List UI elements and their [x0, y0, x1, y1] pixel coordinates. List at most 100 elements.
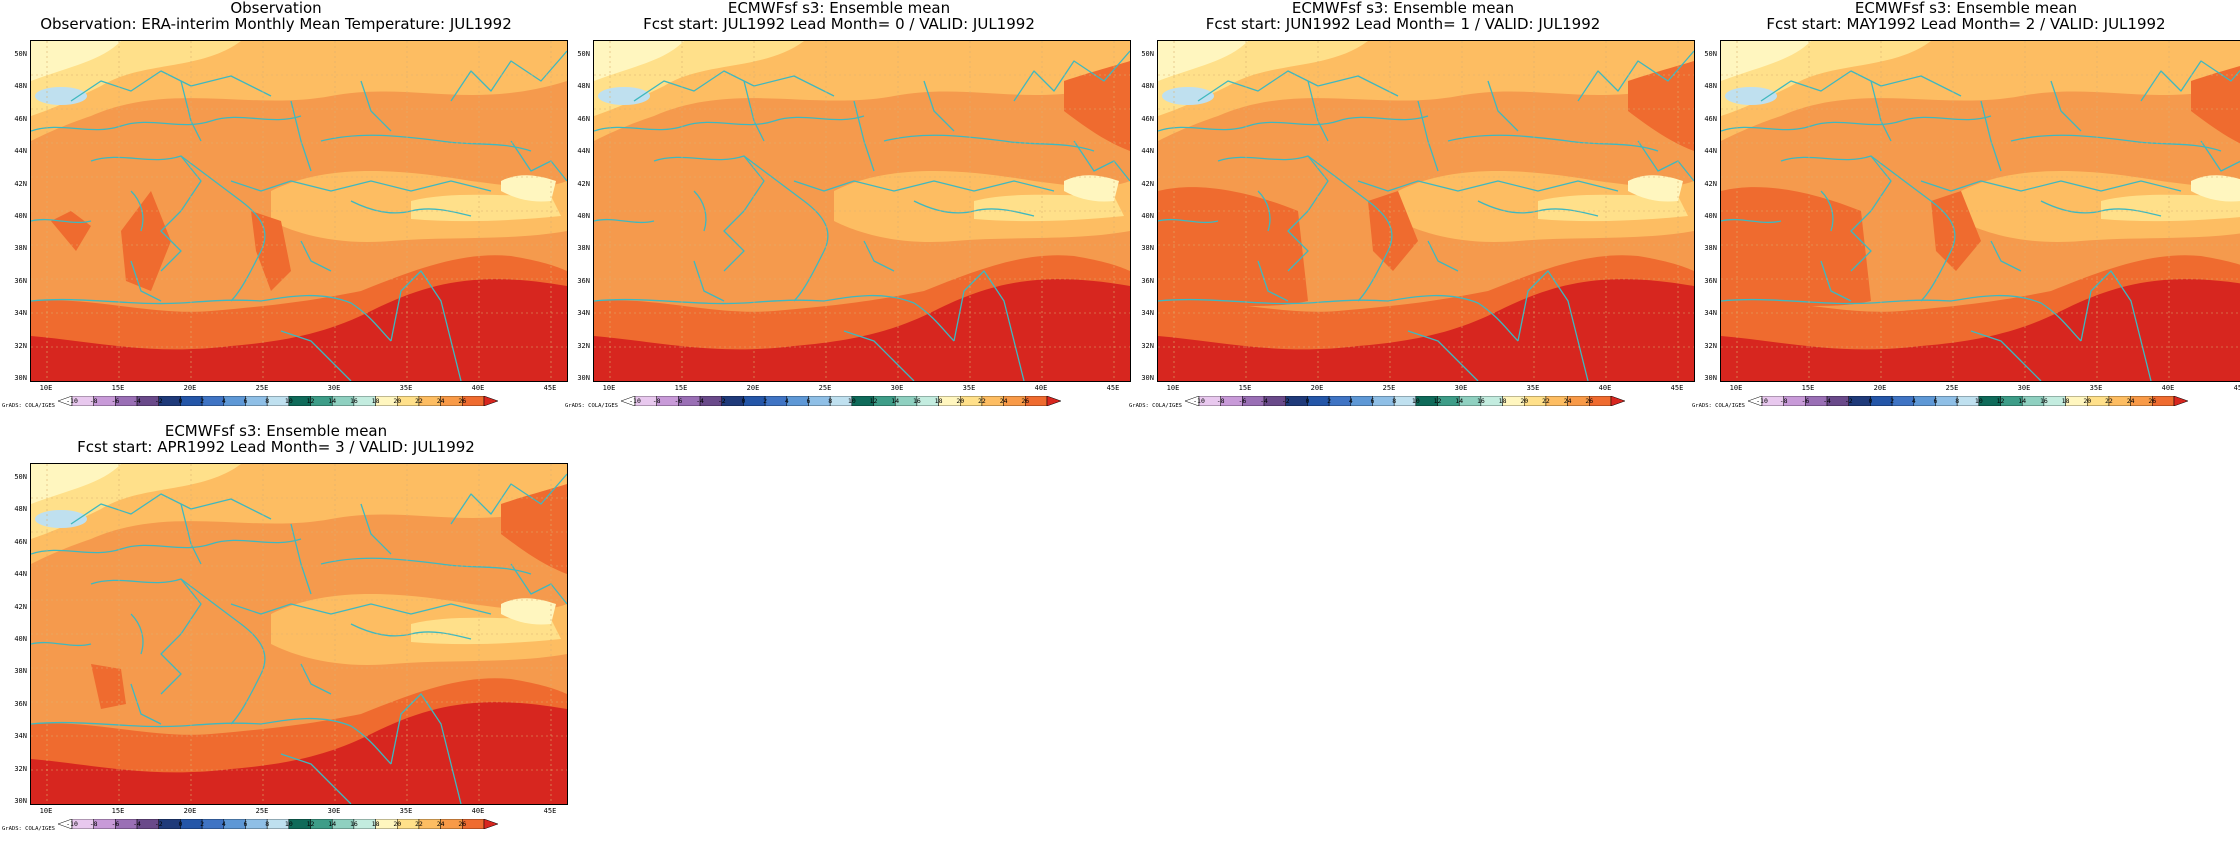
colorbar-label: 2 — [763, 397, 768, 405]
lon-label: 15E — [1238, 384, 1252, 392]
colorbar-label: 18 — [1498, 397, 1507, 405]
colorbar-label: 8 — [1955, 397, 1960, 405]
lon-label: 45E — [543, 384, 557, 392]
grads-credit: GrADS: COLA/IGES — [565, 403, 618, 409]
lon-label: 35E — [2089, 384, 2103, 392]
lon-label: 15E — [1801, 384, 1815, 392]
colorbar-label: 10 — [1411, 397, 1420, 405]
colorbar-label: 6 — [243, 820, 248, 828]
colorbar-label: 6 — [1370, 397, 1375, 405]
lat-label: 30N — [14, 797, 27, 805]
colorbar-label: 0 — [178, 397, 183, 405]
colorbar-label: 2 — [1890, 397, 1895, 405]
lat-label: 36N — [1704, 276, 1717, 285]
lat-label: 40N — [1141, 212, 1154, 220]
lat-label: 48N — [14, 82, 27, 91]
lat-label: 42N — [14, 179, 27, 188]
colorbar-label: 26 — [1585, 397, 1594, 405]
colorbar-label: -8 — [1779, 397, 1788, 405]
colorbar-label: 16 — [1476, 397, 1485, 405]
colorbar-label: 24 — [1563, 397, 1572, 405]
coastlines — [31, 50, 567, 381]
colorbar-label: 16 — [349, 397, 358, 405]
colorbar-label: -4 — [696, 397, 704, 405]
panel-subtitle: Fcst start: JUN1992 Lead Month= 1 / VALI… — [1205, 15, 1601, 33]
colorbar-label: -2 — [154, 820, 163, 828]
colorbar-label: -4 — [1823, 397, 1831, 405]
colorbar-label: 22 — [415, 820, 423, 828]
lat-label: 48N — [577, 82, 590, 91]
lat-label: 40N — [1704, 212, 1717, 220]
panel-title: ECMWFsf s3: Ensemble mean — [1854, 0, 2078, 17]
lon-label: 25E — [255, 807, 269, 815]
lon-label: 10E — [39, 384, 53, 392]
colorbar-label: -10 — [1193, 397, 1205, 405]
colorbar-label: 18 — [371, 397, 380, 405]
lon-label: 30E — [2017, 384, 2031, 392]
lon-label: 20E — [183, 807, 197, 815]
colorbar-label: 8 — [265, 820, 270, 828]
lat-label: 34N — [14, 732, 27, 741]
colorbar-label: 16 — [349, 820, 358, 828]
lon-label: 15E — [111, 384, 125, 392]
temperature-colorbar — [621, 396, 1061, 406]
colorbar-label: -4 — [133, 820, 141, 828]
colorbar-label: 18 — [371, 820, 380, 828]
colorbar-label: 12 — [1433, 397, 1442, 405]
lat-label: 36N — [14, 699, 27, 708]
temperature-colorbar — [1185, 396, 1625, 406]
lon-label: 45E — [2233, 384, 2240, 392]
colorbar-label: 24 — [2126, 397, 2135, 405]
colorbar-label: -2 — [1844, 397, 1853, 405]
lat-label: 42N — [577, 179, 590, 188]
colorbar-label: 0 — [1868, 397, 1873, 405]
colorbar-label: 12 — [1996, 397, 2005, 405]
colorbar-label: 18 — [2061, 397, 2070, 405]
colorbar-label: 26 — [2148, 397, 2157, 405]
lon-label: 40E — [471, 807, 485, 815]
colorbar-label: 8 — [828, 397, 833, 405]
panel-title: ECMWFsf s3: Ensemble mean — [1291, 0, 1515, 17]
lon-label: 10E — [602, 384, 616, 392]
map-panel-lead-3: ECMWFsf s3: Ensemble mean Fcst start: APR… — [0, 423, 568, 846]
colorbar-label: 6 — [243, 397, 248, 405]
colorbar-label: 20 — [956, 397, 965, 405]
lon-label: 15E — [674, 384, 688, 392]
lat-label: 48N — [1704, 82, 1717, 91]
colorbar-label: 14 — [328, 820, 337, 828]
lat-label: 48N — [1141, 82, 1154, 91]
lat-label: 32N — [1141, 341, 1154, 350]
lat-label: 38N — [14, 244, 27, 253]
lat-label: 30N — [14, 374, 27, 382]
colorbar-label: 6 — [806, 397, 811, 405]
temperature-map — [30, 463, 568, 805]
lat-label: 50N — [1704, 50, 1717, 58]
lat-label: 50N — [14, 50, 27, 58]
colorbar-label: 0 — [1305, 397, 1310, 405]
lat-label: 50N — [1141, 50, 1154, 58]
colorbar-label: 4 — [1348, 397, 1353, 405]
lat-label: 44N — [577, 147, 590, 156]
map-panel-observation: Observation Observation: ERA-interim Mont… — [0, 0, 568, 423]
lon-label: 10E — [39, 807, 53, 815]
temperature-colorbar — [58, 819, 498, 829]
lat-label: 34N — [1704, 309, 1717, 318]
lat-label: 46N — [14, 537, 27, 546]
grid-lines — [1721, 41, 2240, 381]
colorbar-label: -2 — [1281, 397, 1290, 405]
lat-label: 46N — [577, 114, 590, 123]
lat-label: 44N — [14, 147, 27, 156]
colorbar-label: 8 — [1392, 397, 1397, 405]
temperature-colorbar — [1748, 396, 2188, 406]
colorbar-label: -8 — [89, 820, 98, 828]
lon-label: 20E — [1310, 384, 1324, 392]
grid-lines — [594, 41, 1130, 381]
colorbar-label: 4 — [221, 820, 226, 828]
temperature-colorbar — [58, 396, 498, 406]
colorbar-label: 4 — [221, 397, 226, 405]
lon-label: 30E — [327, 807, 341, 815]
lon-label: 25E — [1945, 384, 1959, 392]
colorbar-label: 26 — [1021, 397, 1030, 405]
lat-label: 36N — [1141, 276, 1154, 285]
lat-label: 46N — [1141, 114, 1154, 123]
